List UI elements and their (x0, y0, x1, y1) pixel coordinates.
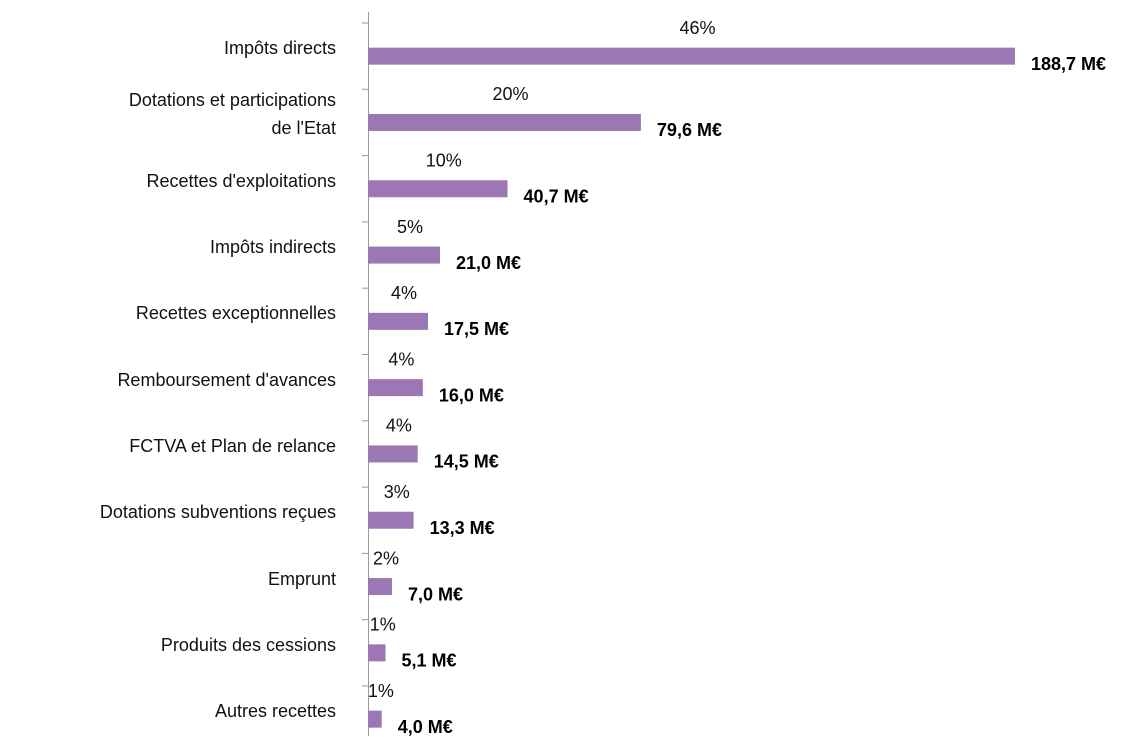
bar (368, 644, 386, 662)
value-label: 4,0 M€ (398, 717, 453, 737)
value-label: 40,7 M€ (524, 187, 589, 207)
share-label: 10% (426, 151, 462, 171)
bar (368, 445, 418, 463)
share-label: 4% (388, 349, 414, 369)
category-label: Recettes d'exploitations (146, 170, 336, 191)
category-label: Impôts directs (223, 38, 336, 59)
category-label: Emprunt (267, 568, 336, 589)
share-label: 2% (373, 548, 399, 568)
value-label: 14,5 M€ (434, 452, 499, 472)
value-label: 7,0 M€ (408, 584, 463, 604)
category-label: Dotations et participations de l'Etat (128, 90, 336, 139)
share-label: 20% (492, 84, 528, 104)
value-label: 17,5 M€ (444, 319, 509, 339)
share-label: 4% (386, 416, 412, 436)
category-label: FCTVA et Plan de relance (129, 435, 336, 456)
category-label: Remboursement d'avances (117, 369, 336, 390)
bar (368, 379, 423, 397)
value-label: 16,0 M€ (439, 385, 504, 405)
value-label: 5,1 M€ (401, 651, 456, 671)
category-label: Recettes exceptionnelles (135, 303, 336, 324)
bar (368, 578, 393, 596)
value-label: 21,0 M€ (456, 253, 521, 273)
bar (368, 180, 508, 198)
category-label: Impôts indirects (209, 237, 336, 258)
share-label: 3% (384, 482, 410, 502)
value-label: 188,7 M€ (1031, 54, 1106, 74)
share-label: 5% (397, 217, 423, 237)
category-label: Produits des cessions (160, 634, 336, 655)
bar (368, 113, 641, 131)
category-label: Dotations subventions reçues (99, 502, 336, 523)
bar (368, 246, 441, 264)
bar (368, 312, 429, 330)
share-label: 4% (391, 283, 417, 303)
share-label: 1% (370, 615, 396, 635)
value-label: 13,3 M€ (430, 518, 495, 538)
bar (368, 47, 1015, 65)
share-label: 46% (679, 18, 715, 38)
value-label: 79,6 M€ (657, 120, 722, 140)
bar (368, 710, 382, 728)
share-label: 1% (368, 681, 394, 701)
category-label: Autres recettes (214, 701, 336, 722)
bar (368, 511, 414, 529)
